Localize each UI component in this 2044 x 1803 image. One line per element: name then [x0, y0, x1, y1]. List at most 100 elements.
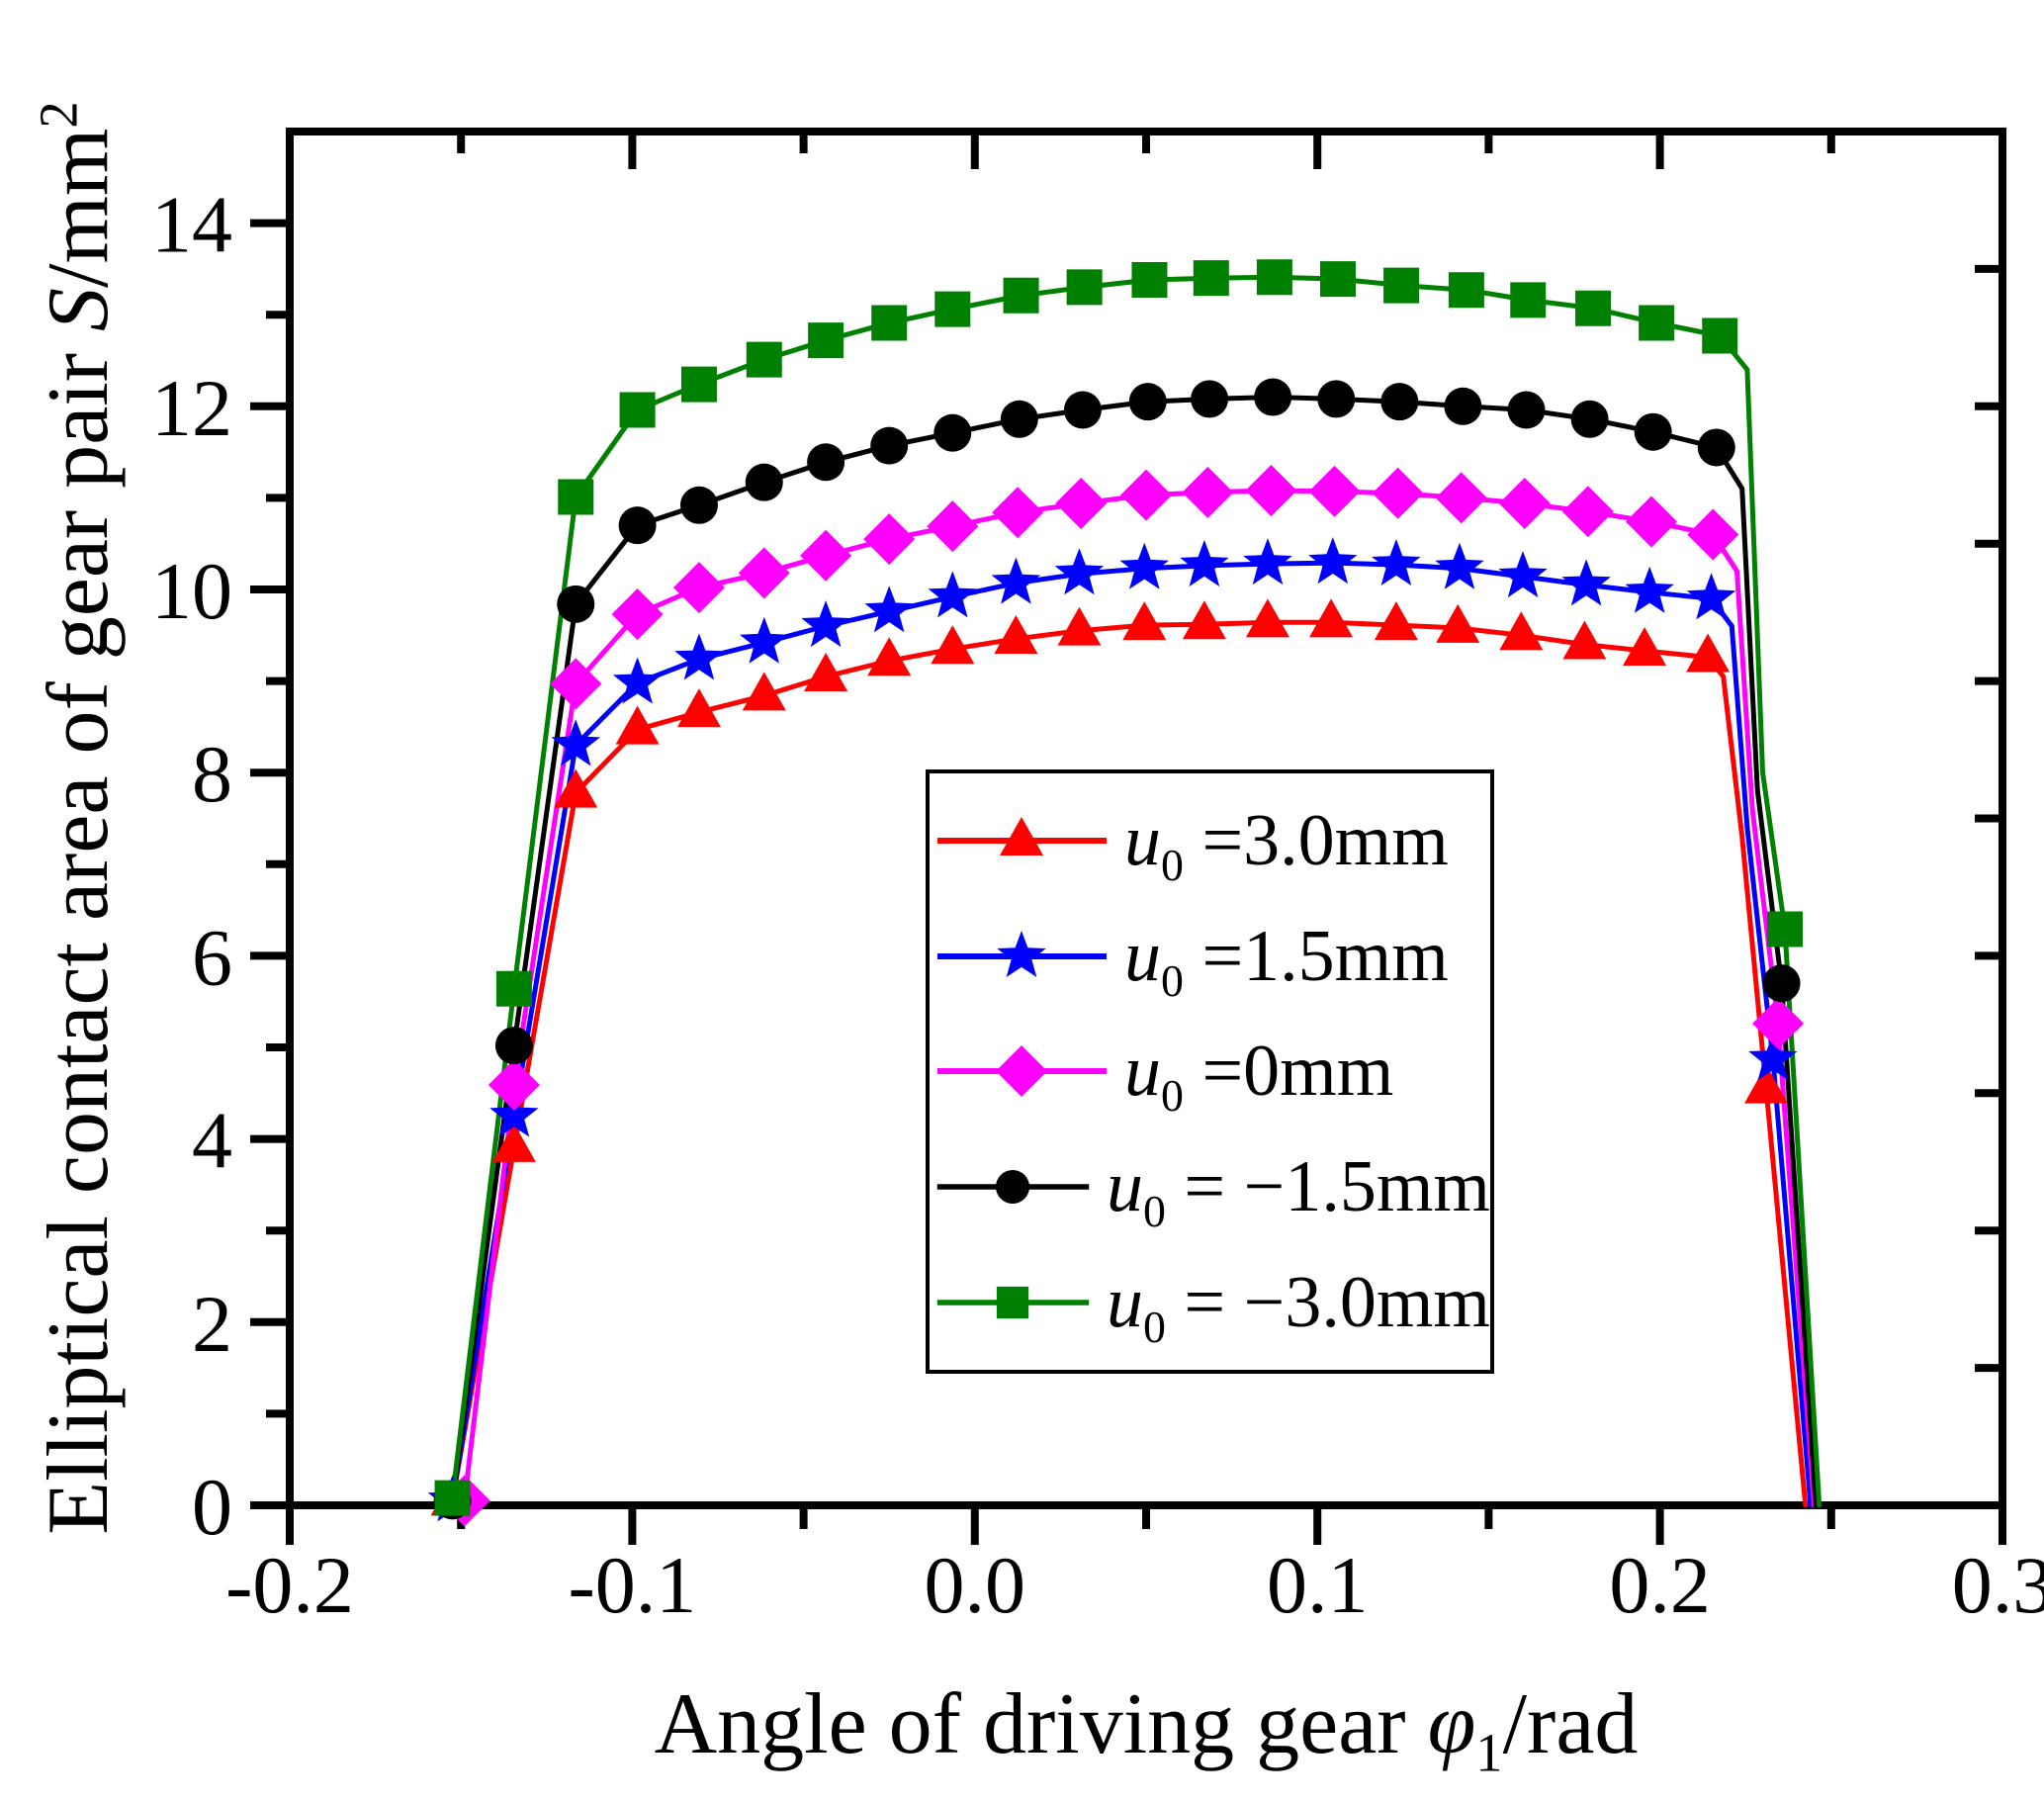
marker-square — [1383, 267, 1420, 304]
marker-circle — [679, 486, 718, 524]
marker-triangle — [1245, 598, 1289, 638]
marker-triangle — [1623, 627, 1667, 667]
marker-circle — [1634, 412, 1672, 451]
marker-star — [864, 586, 914, 633]
marker-circle — [1317, 380, 1356, 418]
marker-square — [1639, 305, 1675, 341]
marker-square — [495, 970, 532, 1007]
legend-marker-circle-icon — [936, 1170, 1090, 1205]
y-tick-label: 12 — [151, 363, 232, 453]
legend-item: u0 =1.5mm — [935, 915, 1490, 1006]
marker-diamond — [1687, 508, 1739, 561]
marker-triangle — [742, 672, 786, 711]
marker-square — [619, 392, 656, 428]
marker-diamond — [550, 658, 602, 710]
marker-circle — [1063, 391, 1102, 429]
marker-square — [1066, 269, 1103, 306]
marker-diamond — [1308, 465, 1361, 517]
marker-star — [1625, 566, 1674, 613]
marker-star — [674, 633, 724, 680]
marker-diamond — [1245, 464, 1297, 516]
marker-circle — [1444, 387, 1482, 425]
legend-marker-square-icon — [936, 1286, 1090, 1318]
marker-star — [1686, 573, 1736, 620]
marker-square — [1003, 277, 1039, 314]
marker-triangle — [1743, 1064, 1788, 1104]
marker-star — [1748, 1034, 1798, 1081]
legend-item: u0 = −1.5mm — [935, 1146, 1490, 1236]
marker-diamond — [488, 1058, 540, 1111]
marker-circle — [1128, 383, 1167, 421]
marker-star — [740, 616, 789, 664]
marker-star — [551, 719, 600, 766]
marker-triangle — [1182, 600, 1226, 640]
y-tick-label: 6 — [192, 912, 232, 1002]
marker-diamond — [800, 529, 852, 582]
marker-triangle — [1562, 620, 1607, 660]
marker-triangle — [1436, 603, 1480, 643]
marker-star — [1435, 542, 1484, 589]
marker-square — [434, 1480, 471, 1516]
marker-diamond — [1561, 486, 1614, 538]
marker-star — [928, 571, 977, 618]
marker-triangle — [994, 615, 1038, 655]
marker-diamond — [1625, 496, 1677, 548]
y-tick-label: 10 — [151, 546, 232, 636]
marker-star — [1498, 551, 1548, 598]
marker-triangle — [1309, 598, 1354, 638]
marker-diamond — [738, 547, 790, 599]
x-tick-label: -0.1 — [568, 1540, 696, 1630]
marker-circle — [1507, 391, 1546, 429]
legend-label: u0 =0mm — [1124, 1031, 1394, 1122]
marker-triangle — [676, 688, 721, 728]
legend: u0 =3.0mm u0 =1.5mm u0 =0mm u0 = −1.5mm u0 =… — [926, 769, 1494, 1374]
x-axis-title: Angle of driving gear φ1/rad — [654, 1676, 1639, 1783]
y-tick-label: 0 — [192, 1462, 232, 1552]
marker-circle — [618, 506, 657, 545]
marker-triangle — [1499, 611, 1544, 651]
legend-item: u0 =3.0mm — [935, 800, 1490, 891]
marker-diamond — [1182, 466, 1234, 518]
marker-square — [746, 341, 782, 378]
x-tick-label: -0.2 — [225, 1540, 354, 1630]
legend-label: u0 =3.0mm — [1124, 800, 1449, 891]
marker-triangle — [554, 768, 598, 808]
marker-star — [1180, 539, 1229, 586]
marker-square — [1448, 272, 1484, 309]
marker-triangle — [1057, 606, 1102, 646]
marker-circle — [1697, 428, 1735, 467]
marker-square — [1193, 260, 1229, 297]
marker-square — [1702, 317, 1738, 354]
marker-star — [801, 600, 850, 648]
marker-star — [489, 1090, 539, 1137]
legend-label: u0 = −1.5mm — [1106, 1146, 1490, 1236]
marker-square — [680, 366, 717, 403]
marker-triangle — [804, 652, 848, 691]
y-tick-label: 14 — [151, 180, 232, 270]
marker-square — [808, 322, 844, 359]
marker-star — [1308, 537, 1358, 585]
marker-diamond — [1435, 472, 1487, 524]
marker-diamond — [992, 487, 1044, 539]
marker-circle — [933, 413, 972, 452]
marker-circle — [494, 1027, 533, 1065]
marker-triangle — [931, 625, 975, 665]
legend-item: u0 = −3.0mm — [935, 1266, 1490, 1349]
marker-square — [1575, 290, 1612, 326]
legend-marker-triangle-icon — [937, 817, 1107, 856]
marker-triangle — [1374, 601, 1418, 641]
marker-diamond — [1498, 477, 1551, 529]
legend-item: u0 =0mm — [935, 1031, 1490, 1122]
y-tick-label: 8 — [192, 729, 232, 819]
x-tick-label: 0.2 — [1609, 1540, 1711, 1630]
marker-triangle — [615, 705, 660, 745]
marker-diamond — [1055, 477, 1108, 529]
marker-square — [871, 305, 908, 341]
y-axis-title: Elliptical contact area of gear pair S/m… — [28, 101, 127, 1535]
legend-label: u0 =1.5mm — [1124, 915, 1449, 1006]
marker-triangle — [1686, 633, 1731, 673]
marker-square — [1510, 282, 1547, 318]
marker-circle — [745, 463, 783, 501]
